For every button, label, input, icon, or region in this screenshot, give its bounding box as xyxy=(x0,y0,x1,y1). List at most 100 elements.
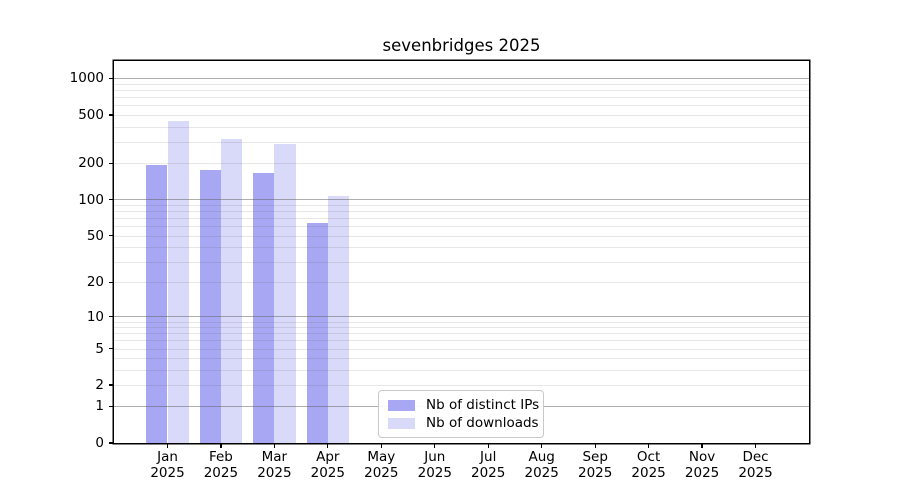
x-tick-month: May xyxy=(367,449,396,465)
y-tick-mark xyxy=(108,405,114,408)
y-tick-mark xyxy=(108,198,114,201)
x-tick-label: Nov 2025 xyxy=(672,449,732,481)
x-tick-month: Aug xyxy=(528,449,555,465)
x-tick-mark xyxy=(220,443,222,448)
y-tick-mark xyxy=(108,442,114,444)
x-tick-year: 2025 xyxy=(203,465,239,481)
x-tick-month: Jul xyxy=(480,449,497,465)
y-tick-mark xyxy=(108,281,114,284)
x-tick-label: Apr 2025 xyxy=(298,449,358,481)
x-tick-label: Jan 2025 xyxy=(138,449,198,481)
x-tick-label: Oct 2025 xyxy=(619,449,679,481)
x-tick-label: Jun 2025 xyxy=(405,449,465,481)
x-tick-mark xyxy=(701,443,703,448)
x-tick-mark xyxy=(380,443,382,448)
minor-gridline xyxy=(114,385,809,386)
x-tick-year: 2025 xyxy=(417,465,452,481)
x-tick-mark xyxy=(273,443,276,448)
minor-gridline xyxy=(114,247,809,248)
x-tick-mark xyxy=(434,443,436,448)
x-tick-month: Oct xyxy=(636,449,661,465)
plot-area: Nb of distinct IPs Nb of downloads xyxy=(114,61,809,443)
x-tick-year: 2025 xyxy=(257,465,292,481)
minor-gridline xyxy=(114,358,809,360)
x-tick-year: 2025 xyxy=(684,465,720,481)
x-tick-month: Jun xyxy=(424,449,446,465)
minor-gridline xyxy=(114,348,809,350)
bar xyxy=(146,164,168,443)
minor-gridline xyxy=(114,218,809,220)
legend-label: Nb of distinct IPs xyxy=(426,397,540,414)
minor-gridline xyxy=(114,226,809,228)
minor-gridline xyxy=(114,327,809,329)
y-tick-label: 0 xyxy=(95,435,104,451)
y-tick-label: 100 xyxy=(78,191,104,208)
y-tick-mark xyxy=(108,114,114,116)
y-tick-mark xyxy=(108,347,114,350)
x-tick-mark xyxy=(166,443,169,448)
bar xyxy=(306,222,328,443)
y-tick-label: 500 xyxy=(78,107,104,123)
x-tick-mark xyxy=(594,443,596,448)
chart-title: sevenbridges 2025 xyxy=(382,36,541,55)
y-tick-label: 1000 xyxy=(69,70,104,87)
minor-gridline xyxy=(114,261,809,263)
major-gridline xyxy=(114,315,809,318)
x-tick-year: 2025 xyxy=(738,465,773,481)
minor-gridline xyxy=(114,369,809,371)
minor-gridline xyxy=(114,126,809,128)
x-tick-year: 2025 xyxy=(631,465,666,481)
x-tick-month: Sep xyxy=(582,449,608,465)
y-tick-label: 50 xyxy=(86,227,104,244)
y-tick-label: 1 xyxy=(95,398,104,415)
x-tick-year: 2025 xyxy=(578,465,613,481)
bar xyxy=(220,139,243,443)
bar xyxy=(167,120,189,443)
y-tick-mark xyxy=(108,162,114,164)
x-tick-year: 2025 xyxy=(364,465,399,481)
minor-gridline xyxy=(114,211,809,213)
minor-gridline xyxy=(114,115,809,116)
minor-gridline xyxy=(114,97,809,99)
x-tick-label: Feb 2025 xyxy=(191,449,251,481)
legend-swatch xyxy=(388,400,415,412)
x-tick-year: 2025 xyxy=(150,465,185,481)
x-tick-year: 2025 xyxy=(524,465,559,481)
minor-gridline xyxy=(114,141,809,143)
y-tick-mark xyxy=(108,315,114,318)
major-gridline xyxy=(114,198,809,201)
bar xyxy=(253,173,275,443)
minor-gridline xyxy=(114,84,809,85)
x-tick-month: Feb xyxy=(208,449,233,465)
x-tick-label: Dec 2025 xyxy=(726,449,786,481)
y-tick-label: 20 xyxy=(86,274,104,291)
x-tick-mark xyxy=(541,443,543,448)
y-tick-label: 10 xyxy=(86,308,104,325)
y-tick-mark xyxy=(108,384,114,386)
x-tick-label: Jul 2025 xyxy=(458,449,518,481)
minor-gridline xyxy=(114,90,809,92)
x-tick-label: May 2025 xyxy=(351,449,411,481)
legend-row: Nb of downloads xyxy=(388,415,539,433)
x-tick-label: Aug 2025 xyxy=(512,449,572,481)
minor-gridline xyxy=(114,282,809,284)
x-tick-month: Apr xyxy=(316,449,340,465)
legend-row: Nb of distinct IPs xyxy=(388,397,539,415)
minor-gridline xyxy=(114,333,809,335)
y-tick-mark xyxy=(108,77,114,80)
x-tick-month: Jan xyxy=(157,449,178,465)
minor-gridline xyxy=(114,321,809,323)
minor-gridline xyxy=(114,340,809,342)
legend-swatch xyxy=(388,417,415,429)
x-tick-year: 2025 xyxy=(471,465,506,481)
bar xyxy=(327,196,350,443)
x-tick-label: Sep 2025 xyxy=(565,449,625,481)
y-tick-mark xyxy=(108,234,114,237)
x-tick-mark xyxy=(647,443,650,448)
x-tick-month: Nov xyxy=(688,449,716,465)
major-gridline xyxy=(114,77,809,80)
y-tick-label: 5 xyxy=(95,340,104,357)
minor-gridline xyxy=(114,205,809,206)
x-tick-month: Mar xyxy=(261,449,288,465)
